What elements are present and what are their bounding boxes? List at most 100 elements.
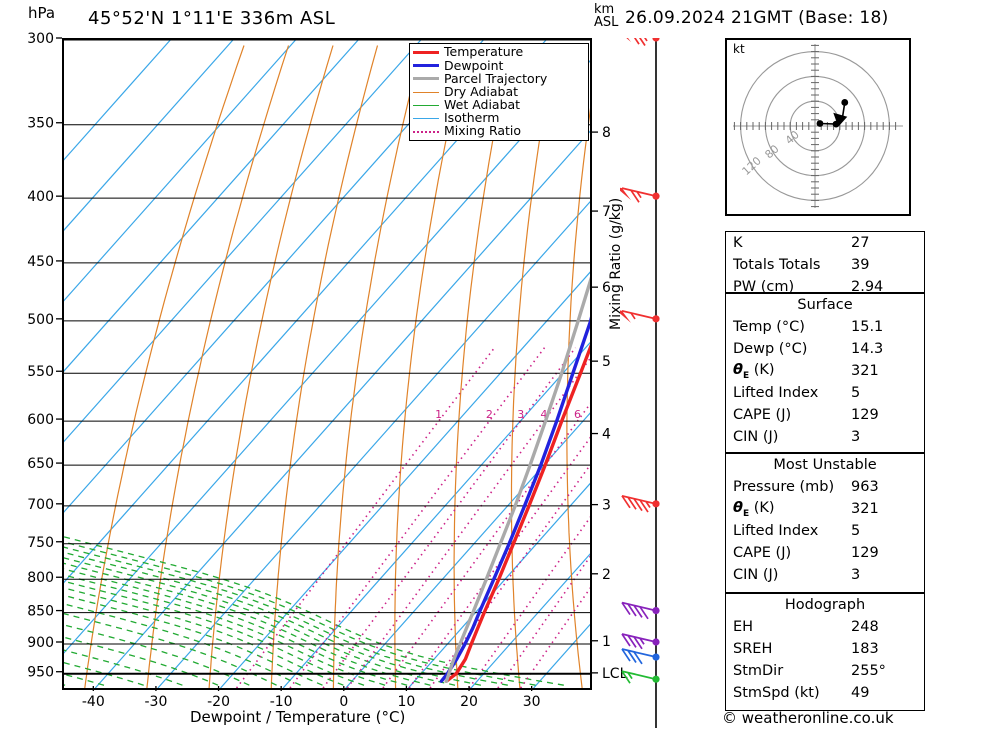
wind-barb-pennant (620, 310, 631, 323)
legend-item-dry-adiabat: Dry Adiabat (413, 85, 585, 99)
pressure-tick-label: 350 (27, 116, 54, 132)
temperature-tick-label: 10 (397, 694, 415, 710)
legend-item-dewpoint: Dewpoint (413, 59, 585, 72)
hodograph-stat-row: StmSpd (kt) 49 (726, 682, 924, 704)
hodograph-marker (816, 120, 824, 127)
wind-barb-shaft (621, 633, 657, 643)
most-unstable-index-label: Pressure (mb) (733, 479, 835, 495)
wind-barb (621, 670, 660, 684)
wind-barb-half (630, 312, 636, 320)
isotherm-line (64, 40, 296, 302)
page-title: 45°52'N 1°11'E 336m ASL (88, 8, 336, 29)
height-unit-label-asl: ASL (594, 15, 619, 30)
profile-parcel-trajectory-line (444, 276, 590, 683)
most-unstable-index-value: 129 (851, 545, 879, 561)
most-unstable-index-row: CIN (J) 3 (726, 564, 924, 586)
wind-barb (621, 648, 660, 665)
wind-barb-full (633, 498, 643, 512)
legend-swatch (413, 91, 439, 93)
hodograph-stat-value: 255° (851, 663, 886, 679)
general-index-value: 39 (851, 257, 870, 273)
pressure-unit-label: hPa (28, 4, 56, 22)
wind-barb-full (639, 499, 649, 513)
wind-barb-full (621, 648, 631, 662)
isotherm-line (64, 40, 359, 372)
general-index-row: PW (cm) 2.94 (726, 276, 924, 298)
wind-barb-shaft (621, 187, 657, 198)
surface-index-row: Lifted Index 5 (726, 382, 924, 404)
skewt-plot: 12346810152025 (62, 38, 592, 690)
wind-barb (621, 494, 660, 513)
most-unstable-index-row: Pressure (mb) 963 (726, 476, 924, 498)
hodograph-ring-label: 80 (762, 142, 781, 161)
wind-barb-dot (652, 38, 660, 42)
surface-index-label: Dewp (°C) (733, 341, 808, 357)
hodograph-storm-motion-arrow (833, 112, 848, 127)
surface-index-value: 129 (851, 407, 879, 423)
x-axis-title: Dewpoint / Temperature (°C) (190, 708, 406, 726)
general-index-label: K (733, 235, 743, 251)
hodograph-panel: 40 80 120 (725, 38, 911, 216)
most-unstable-index-row: CAPE (J) 129 (726, 542, 924, 564)
wet-adiabat-line (64, 557, 456, 686)
wind-barb-full (627, 649, 637, 663)
legend-label: Temperature (444, 44, 524, 60)
wet-adiabat-line (64, 546, 508, 686)
isotherm-line (64, 40, 547, 584)
temperature-tick-label: 20 (460, 694, 478, 710)
isotherm-line (345, 412, 590, 688)
dry-adiabat-line (453, 45, 512, 688)
wind-barb-full (630, 189, 640, 203)
hodograph-stat-row: SREH 183 (726, 638, 924, 660)
wet-adiabat-line (64, 580, 365, 686)
most-unstable-index-label: θE (K) (733, 499, 775, 519)
wind-barb-shaft (621, 648, 657, 658)
legend-item-temperature: Temperature (413, 46, 585, 59)
mixing-ratio-label: 1 (435, 408, 442, 421)
hodograph-stat-value: 183 (851, 641, 879, 657)
dry-adiabat-line (510, 45, 557, 688)
general-index-row: Totals Totals 39 (726, 254, 924, 276)
hodograph-stat-row: EH 248 (726, 616, 924, 638)
wind-barb (626, 38, 660, 47)
hodograph-ring-label: 120 (740, 154, 764, 178)
height-tick-label: 1 (602, 634, 611, 650)
most-unstable-index-row: θE (K) 321 (726, 498, 924, 520)
height-tick-label: 6 (602, 280, 611, 296)
isotherm-line (407, 482, 590, 688)
height-tick-label: 8 (602, 125, 611, 141)
temperature-tick-label: -40 (82, 694, 105, 710)
surface-indices-panel: Surface Temp (°C) 15.1 Dewp (°C) 14.3 θE (K) 3… (725, 293, 925, 453)
height-tick-label: 7 (602, 204, 611, 220)
surface-index-label: Temp (°C) (733, 319, 805, 335)
dry-adiabat-line (566, 107, 590, 688)
wind-barb-pennant (626, 38, 631, 42)
pressure-tick-label: 950 (27, 665, 54, 681)
wind-barb-full (627, 496, 637, 510)
general-index-value: 27 (851, 235, 870, 251)
most-unstable-index-label: CAPE (J) (733, 545, 792, 561)
wind-barb-full (627, 603, 637, 617)
height-tick-label: 2 (602, 567, 611, 583)
pressure-tick-label: 750 (27, 535, 54, 551)
general-indices-panel: K 27 Totals Totals 39 PW (cm) 2.94 (725, 231, 925, 295)
most-unstable-index-label: CIN (J) (733, 567, 779, 583)
wind-barb-pennant (620, 187, 631, 201)
hodograph-stat-label: EH (733, 619, 754, 635)
surface-index-row: Temp (°C) 15.1 (726, 316, 924, 338)
legend-item-parcel-trajectory: Parcel Trajectory (413, 72, 585, 85)
profile-temperature-line (444, 343, 590, 683)
temperature-tick-label: 0 (339, 694, 348, 710)
hodograph-stat-row: StmDir 255° (726, 660, 924, 682)
legend-swatch (413, 118, 439, 120)
general-index-value: 2.94 (851, 279, 884, 295)
wind-barb (621, 601, 660, 620)
wind-barb-full (639, 606, 649, 620)
mixing-ratio-label: 2 (486, 408, 493, 421)
mixing-ratio-label: 4 (540, 408, 547, 421)
run-timestamp: 26.09.2024 21GMT (Base: 18) (625, 8, 889, 28)
legend-swatch (413, 77, 439, 81)
wind-barb-shaft (621, 494, 657, 505)
general-index-label: PW (cm) (733, 279, 795, 295)
